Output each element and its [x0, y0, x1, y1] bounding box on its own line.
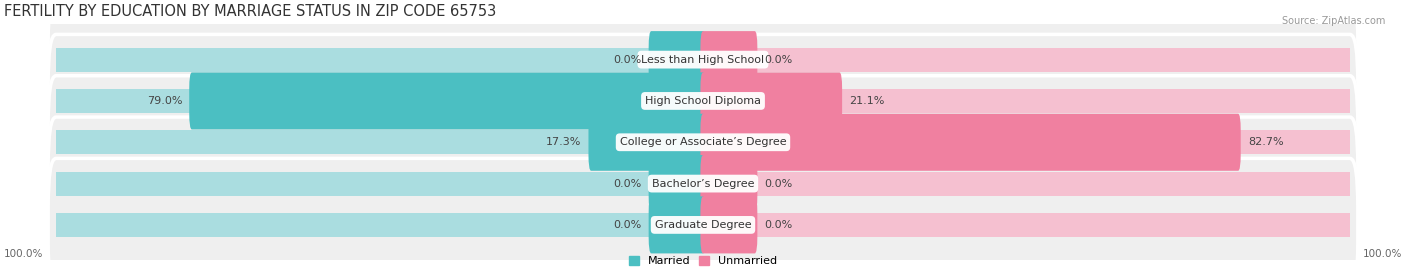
- FancyBboxPatch shape: [703, 48, 1350, 72]
- FancyBboxPatch shape: [700, 31, 758, 88]
- Text: High School Diploma: High School Diploma: [645, 96, 761, 106]
- FancyBboxPatch shape: [56, 172, 703, 196]
- FancyBboxPatch shape: [56, 213, 703, 237]
- Text: 0.0%: 0.0%: [613, 179, 641, 189]
- FancyBboxPatch shape: [703, 130, 1350, 154]
- FancyBboxPatch shape: [703, 213, 1350, 237]
- Legend: Married, Unmarried: Married, Unmarried: [628, 256, 778, 266]
- FancyBboxPatch shape: [56, 130, 703, 154]
- FancyBboxPatch shape: [48, 34, 1358, 168]
- FancyBboxPatch shape: [648, 196, 706, 253]
- Text: Bachelor’s Degree: Bachelor’s Degree: [652, 179, 754, 189]
- FancyBboxPatch shape: [700, 114, 1240, 171]
- FancyBboxPatch shape: [48, 0, 1358, 126]
- Text: 21.1%: 21.1%: [849, 96, 884, 106]
- FancyBboxPatch shape: [56, 48, 703, 72]
- FancyBboxPatch shape: [703, 89, 1350, 113]
- Text: 79.0%: 79.0%: [146, 96, 183, 106]
- Text: 0.0%: 0.0%: [765, 220, 793, 230]
- FancyBboxPatch shape: [700, 196, 758, 253]
- Text: Graduate Degree: Graduate Degree: [655, 220, 751, 230]
- Text: FERTILITY BY EDUCATION BY MARRIAGE STATUS IN ZIP CODE 65753: FERTILITY BY EDUCATION BY MARRIAGE STATU…: [4, 4, 496, 19]
- FancyBboxPatch shape: [700, 155, 758, 212]
- FancyBboxPatch shape: [48, 158, 1358, 269]
- FancyBboxPatch shape: [700, 72, 842, 129]
- Text: Less than High School: Less than High School: [641, 55, 765, 65]
- FancyBboxPatch shape: [56, 89, 703, 113]
- Text: College or Associate’s Degree: College or Associate’s Degree: [620, 137, 786, 147]
- Text: 0.0%: 0.0%: [765, 55, 793, 65]
- FancyBboxPatch shape: [48, 76, 1358, 209]
- Text: 100.0%: 100.0%: [4, 249, 44, 259]
- FancyBboxPatch shape: [703, 172, 1350, 196]
- FancyBboxPatch shape: [648, 31, 706, 88]
- FancyBboxPatch shape: [190, 72, 706, 129]
- Text: 82.7%: 82.7%: [1249, 137, 1284, 147]
- Text: 0.0%: 0.0%: [765, 179, 793, 189]
- Text: 0.0%: 0.0%: [613, 55, 641, 65]
- FancyBboxPatch shape: [648, 155, 706, 212]
- Text: 0.0%: 0.0%: [613, 220, 641, 230]
- Text: Source: ZipAtlas.com: Source: ZipAtlas.com: [1281, 16, 1385, 26]
- Text: 100.0%: 100.0%: [1362, 249, 1402, 259]
- Text: 17.3%: 17.3%: [546, 137, 581, 147]
- FancyBboxPatch shape: [48, 117, 1358, 250]
- FancyBboxPatch shape: [589, 114, 706, 171]
